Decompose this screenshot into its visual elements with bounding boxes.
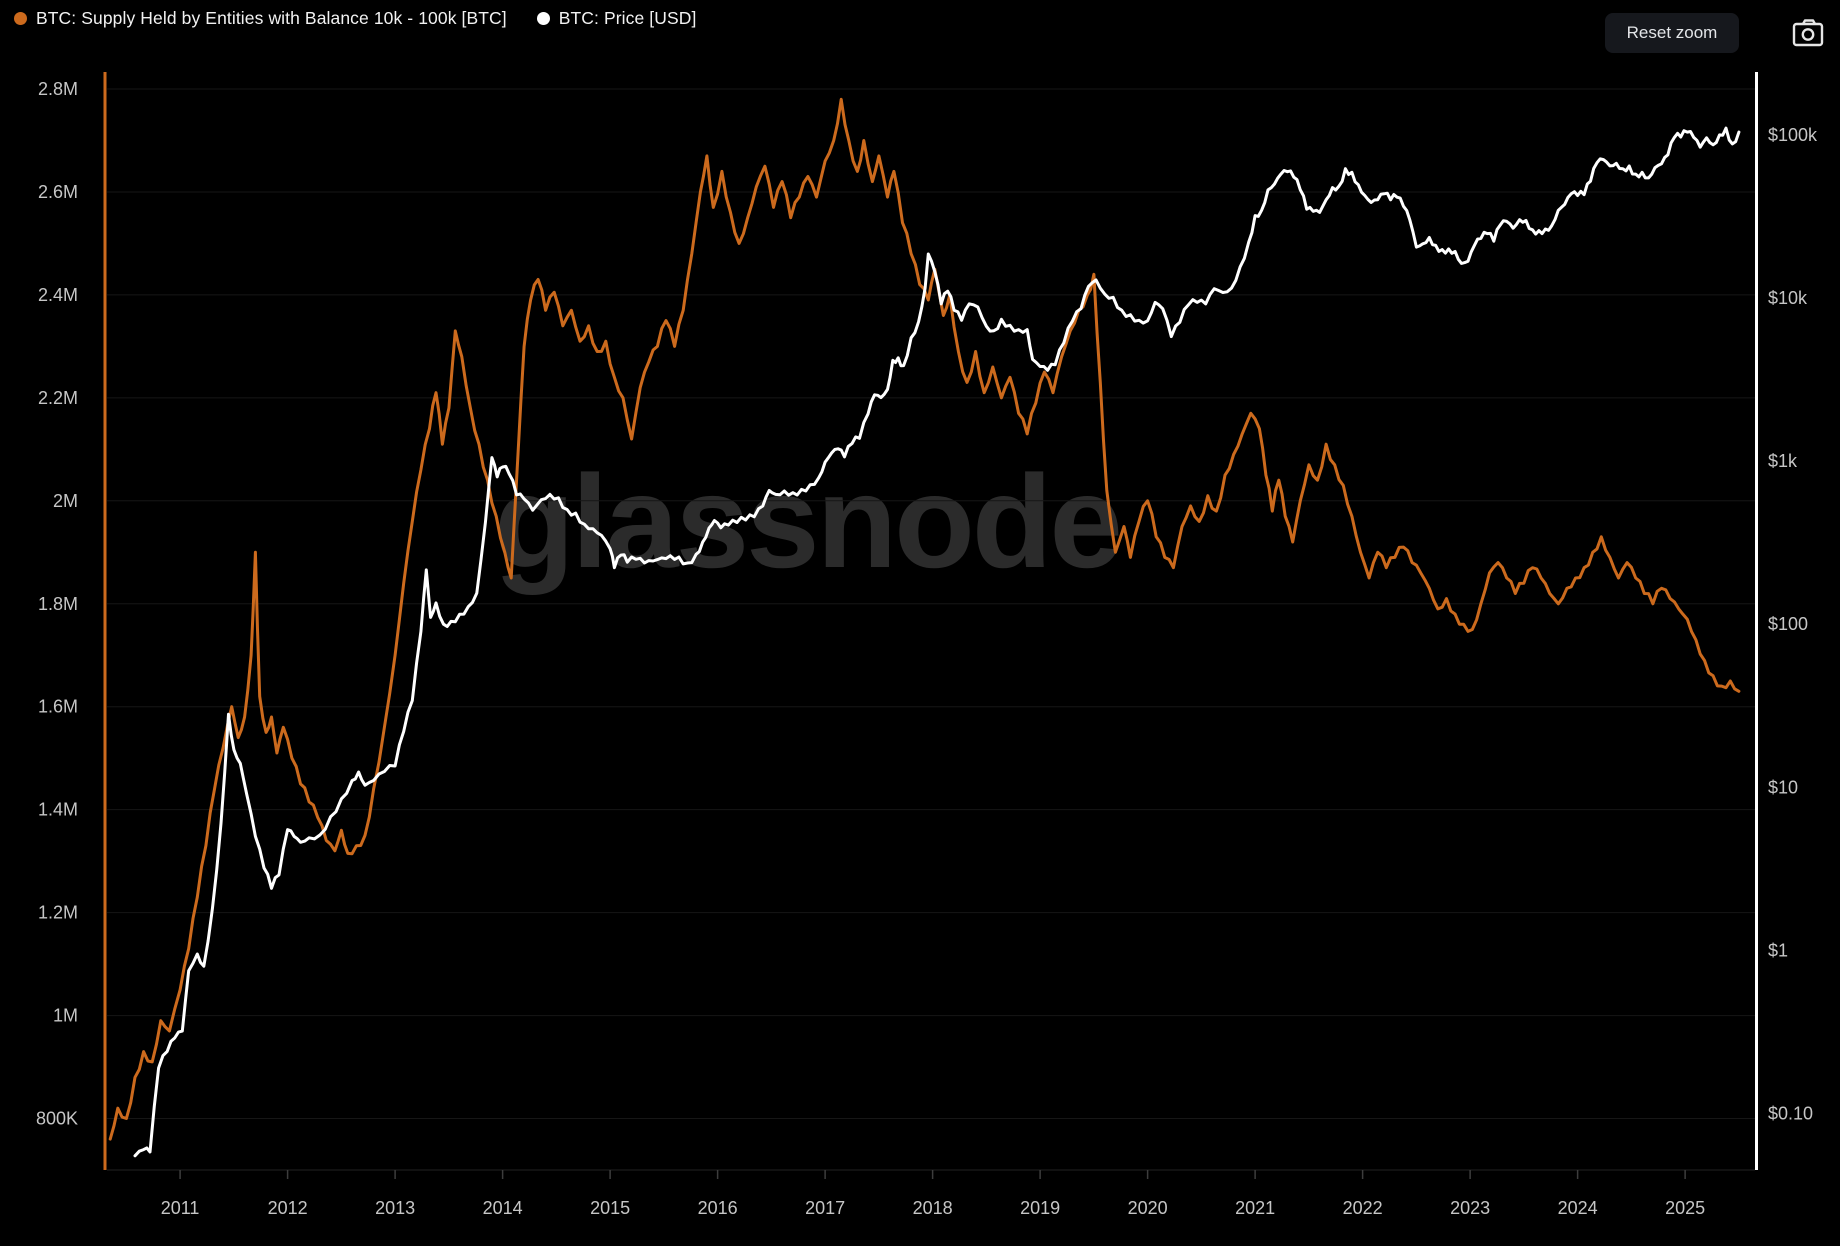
x-tick-label: 2011 [161,1198,200,1218]
y-left-tick-label: 2.8M [38,79,78,99]
supply-series-dot-icon [14,12,27,25]
y-left-tick-label: 2.2M [38,388,78,408]
camera-button[interactable] [1792,18,1826,48]
y-right-tick-label: $0.10 [1768,1103,1813,1123]
price-series-label: BTC: Price [USD] [558,8,697,28]
x-tick-label: 2020 [1128,1198,1168,1218]
x-tick-label: 2025 [1665,1198,1705,1218]
glassnode-watermark: glassnode [494,448,1123,595]
y-left-tick-label: 2.6M [38,182,78,202]
y-left-tick-label: 1.6M [38,697,78,717]
y-left-tick-label: 1.4M [38,800,78,820]
y-right-tick-label: $100 [1768,614,1808,634]
x-tick-label: 2013 [375,1198,415,1218]
supply-series-line [108,97,1741,1141]
y-left-tick-label: 1.2M [38,903,78,923]
x-tick-label: 2015 [590,1198,630,1218]
legend-item-price[interactable]: BTC: Price [USD] [536,8,697,29]
reset-zoom-button[interactable]: Reset zoom [1605,13,1739,53]
x-tick-label: 2021 [1235,1198,1275,1218]
y-right-tick-label: $10k [1768,288,1808,308]
x-tick-label: 2014 [483,1198,523,1218]
chart-legend: BTC: Supply Held by Entities with Balanc… [14,8,696,29]
y-left-tick-label: 1.8M [38,594,78,614]
x-tick-label: 2018 [913,1198,953,1218]
y-left-tick-label: 2M [53,491,78,511]
supply-series-label: BTC: Supply Held by Entities with Balanc… [36,8,507,28]
y-left-tick-label: 800K [36,1109,78,1129]
x-tick-label: 2024 [1558,1198,1598,1218]
y-right-tick-label: $10 [1768,777,1798,797]
camera-icon [1792,19,1824,47]
y-right-tick-label: $1k [1768,451,1798,471]
y-left-tick-label: 1M [53,1006,78,1026]
x-tick-label: 2012 [268,1198,308,1218]
y-left-tick-label: 2.4M [38,285,78,305]
x-tick-label: 2022 [1343,1198,1383,1218]
x-tick-label: 2017 [805,1198,845,1218]
legend-item-supply[interactable]: BTC: Supply Held by Entities with Balanc… [14,8,507,29]
x-tick-label: 2016 [698,1198,738,1218]
x-tick-label: 2023 [1450,1198,1490,1218]
x-tick-label: 2019 [1020,1198,1060,1218]
price-series-line [133,126,1741,1158]
y-right-tick-label: $1 [1768,940,1788,960]
price-series-dot-icon [536,12,550,25]
y-right-tick-label: $100k [1768,125,1818,145]
